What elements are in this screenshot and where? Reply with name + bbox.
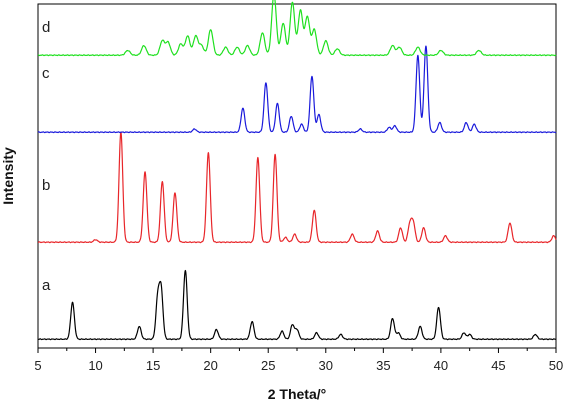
trace-d [37,0,557,57]
diffraction-traces [37,0,557,341]
x-tick-label: 5 [34,358,41,373]
x-tick-label: 20 [203,358,217,373]
x-tick-label: 30 [319,358,333,373]
trace-label-a: a [42,277,51,294]
plot-frame [37,3,557,349]
trace-label-d: d [42,19,50,36]
x-axis-tick-labels: 5 10 15 20 25 30 35 40 45 50 [34,358,563,373]
x-tick-label: 25 [261,358,275,373]
x-tick-label: 10 [88,358,102,373]
x-axis-ticks [37,348,557,353]
trace-labels: a b c d [42,19,51,294]
trace-label-c: c [42,65,50,82]
x-tick-label: 15 [146,358,160,373]
trace-a [37,269,557,341]
trace-b [37,131,557,244]
x-tick-label: 35 [376,358,390,373]
x-tick-label: 45 [491,358,505,373]
y-axis-title: Intensity [0,147,16,205]
trace-label-b: b [42,177,50,194]
x-tick-label: 50 [549,358,563,373]
x-tick-label: 40 [434,358,448,373]
x-axis-title: 2 Theta/° [268,386,327,402]
trace-c [37,45,557,134]
